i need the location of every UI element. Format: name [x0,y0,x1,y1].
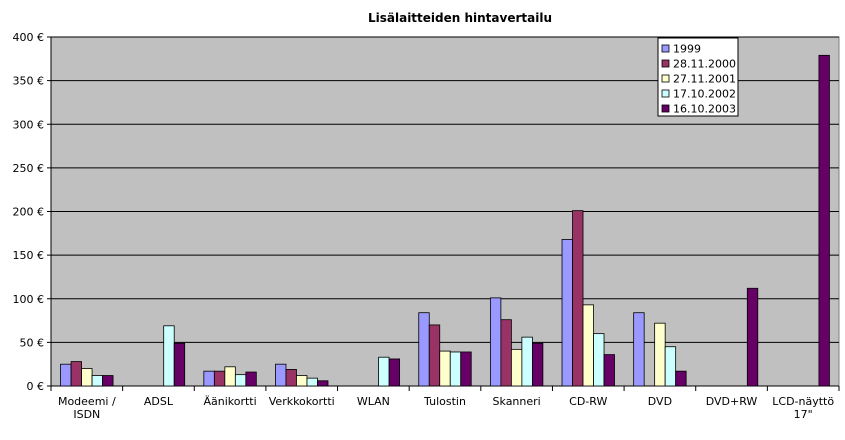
bar [224,366,236,387]
bar [306,377,318,387]
bar [388,358,401,387]
bar [245,371,257,387]
legend-box [657,37,739,117]
chart-title: Lisälaitteiden hintavertailu [368,11,552,25]
bar [664,346,677,387]
bar [460,351,472,387]
bar [439,350,451,387]
y-tick-label: 200 € [13,206,45,219]
y-tick-label: 350 € [13,75,45,88]
legend-label: 16.10.2003 [673,103,736,116]
bar [489,297,502,387]
legend-label: 1999 [673,43,701,56]
x-axis: Modeemi / ISDN ADSL Äänikortti Verkkokortti W… [50,385,840,421]
legend-label: 28.11.2000 [673,58,736,71]
bar [603,354,615,387]
y-tick-label: 100 € [13,293,45,306]
x-tick-label: ADSL [144,395,174,408]
x-tick-label: CD-RW [569,395,607,408]
bar [675,370,687,387]
bar [449,351,462,387]
x-tick-label: Verkkokortti [269,395,335,408]
bar [275,363,287,387]
legend-swatch [661,59,670,68]
bar [510,348,523,387]
bar [521,336,533,387]
x-tick-label: DVD [648,395,672,408]
bar [173,342,186,387]
legend: 1999 28.11.2000 27.11.2001 17.10.2002 16.10.… [657,37,739,117]
x-tick-label: Äänikortti [203,395,256,408]
x-tick-label: Tulostin [423,395,466,408]
legend-swatch [661,89,670,98]
x-tick-label: DVD+RW [706,395,758,408]
bar [91,375,103,387]
bar [60,363,72,387]
bar [593,333,605,387]
bar [378,356,390,387]
legend-label: 17.10.2002 [673,88,736,101]
bars [60,54,830,387]
x-tick-label: Skanneri [493,395,541,408]
bar [428,324,441,387]
bar [633,312,645,387]
y-tick-label: 400 € [13,31,45,44]
y-tick-label: 150 € [13,249,45,262]
bar [163,325,175,387]
bar [317,380,329,387]
y-tick-label: 250 € [13,162,45,175]
bar [296,375,308,387]
y-tick-label: 300 € [13,118,45,131]
bar [818,54,830,387]
y-tick-label: 0 € [27,380,45,393]
bar [418,312,430,387]
x-tick-label: WLAN [357,395,390,408]
bar [654,322,666,387]
x-tick-label: LCD-näyttö 17" [772,395,834,421]
legend-swatch [661,44,670,53]
legend-swatch [661,74,670,83]
bar [746,287,759,387]
bar [561,239,573,387]
bar [81,368,93,387]
bar [285,369,297,387]
bar [213,370,226,387]
y-axis: 0 € 50 € 100 € 150 € 200 € 250 € 300 € 350 € 400… [13,31,52,393]
bar [70,361,82,387]
bar [531,342,544,387]
x-tick-label: Modeemi / ISDN [58,395,116,421]
bar [572,210,584,387]
bar [203,370,215,387]
y-tick-label: 50 € [20,336,45,349]
legend-label: 27.11.2001 [673,73,736,86]
bar [582,304,594,387]
legend-swatch [661,104,670,113]
bar [500,319,512,387]
bar [102,375,114,387]
bar [234,374,247,387]
